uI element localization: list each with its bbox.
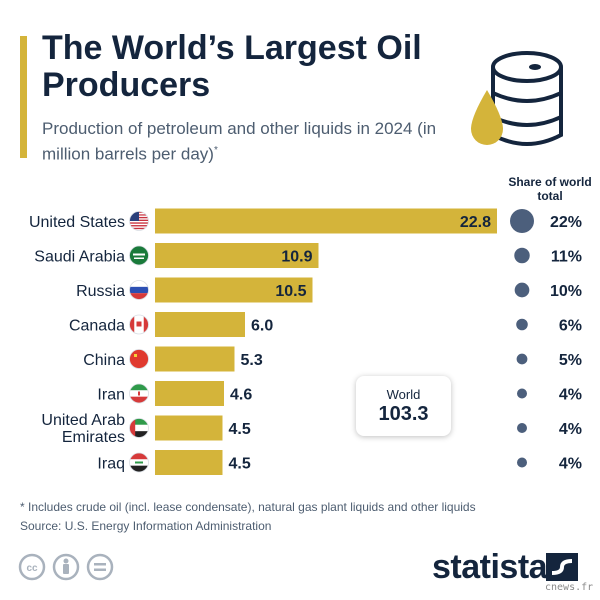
title-accent-bar (20, 36, 27, 158)
bar-2 (155, 277, 313, 303)
bar-1 (155, 243, 319, 268)
share-label-2: 10% (550, 283, 582, 300)
bar-value-label-5: 4.6 (230, 387, 252, 404)
subtitle-marker: * (213, 145, 218, 156)
share-dot-5 (517, 388, 527, 399)
no-derivatives-icon[interactable] (86, 553, 114, 581)
share-dot-3 (516, 318, 528, 331)
russia-flag-icon (129, 280, 149, 300)
category-label-1: Saudi Arabia (34, 249, 125, 266)
category-label-6: United Arab Emirates (41, 412, 125, 446)
statista-wordmark[interactable]: statista (432, 548, 548, 586)
canada-flag-icon (129, 314, 149, 335)
bar-7 (155, 450, 223, 475)
share-dot-6 (517, 423, 527, 433)
category-label-0: United States (29, 214, 125, 231)
saudi-arabia-flag-icon (129, 245, 149, 266)
share-dot-2 (514, 282, 530, 298)
category-label-4: China (83, 352, 125, 369)
share-label-0: 22% (550, 214, 582, 231)
share-label-4: 5% (559, 352, 582, 369)
bar-4 (155, 346, 235, 372)
license-icons: cc (18, 553, 114, 581)
china-flag-icon (129, 349, 149, 369)
bar-0 (155, 208, 497, 234)
chart-title: The World’s Largest Oil Producers (42, 29, 422, 104)
chart-subtitle: Production of petroleum and other liquid… (42, 118, 442, 166)
svg-text:cc: cc (26, 563, 38, 574)
bar-6 (155, 415, 223, 441)
statista-logo-icon (546, 553, 578, 581)
bar-value-label-6: 4.5 (229, 421, 251, 438)
category-label-5: Iran (97, 387, 125, 404)
share-dot-7 (517, 457, 527, 468)
oil-barrel-icon (471, 51, 563, 146)
cc-license-icon[interactable]: cc (18, 553, 46, 581)
source-note: Source: U.S. Energy Information Administ… (20, 519, 272, 533)
share-dot-1 (514, 247, 530, 264)
footnote: * Includes crude oil (incl. lease conden… (20, 500, 476, 514)
share-label-7: 4% (559, 456, 582, 473)
category-label-3: Canada (69, 318, 125, 335)
share-label-5: 4% (559, 387, 582, 404)
world-total-label: World (386, 387, 421, 402)
watermark: cnews.fr (545, 582, 594, 593)
share-label-1: 11% (551, 249, 582, 266)
bar-value-label-2: 10.5 (275, 283, 306, 300)
bar-3 (155, 312, 245, 337)
uae-flag-icon (129, 418, 149, 438)
share-dot-0 (510, 209, 534, 233)
world-total-box: World 103.3 (356, 376, 451, 436)
us-flag-icon (129, 211, 149, 231)
share-label-6: 4% (559, 421, 582, 438)
subtitle-text: Production of petroleum and other liquid… (42, 119, 437, 164)
bar-value-label-4: 5.3 (241, 352, 263, 369)
share-dot-4 (516, 353, 528, 365)
iraq-flag-icon (129, 452, 149, 473)
world-total-value: 103.3 (378, 403, 429, 425)
category-label-7: Iraq (97, 456, 125, 473)
bar-5 (155, 381, 224, 406)
category-label-2: Russia (76, 283, 125, 300)
share-column-header: Share of world total (508, 175, 592, 203)
bar-value-label-1: 10.9 (281, 249, 312, 266)
iran-flag-icon (129, 383, 149, 404)
bar-value-label-3: 6.0 (251, 318, 273, 335)
bar-value-label-7: 4.5 (229, 456, 251, 473)
bar-value-label-0: 22.8 (460, 214, 491, 231)
share-label-3: 6% (559, 318, 582, 335)
attribution-icon[interactable] (52, 553, 80, 581)
bar-chart: 22.8 United States 22% 10.9 Saudi Arabia 11% 1… (29, 208, 582, 475)
